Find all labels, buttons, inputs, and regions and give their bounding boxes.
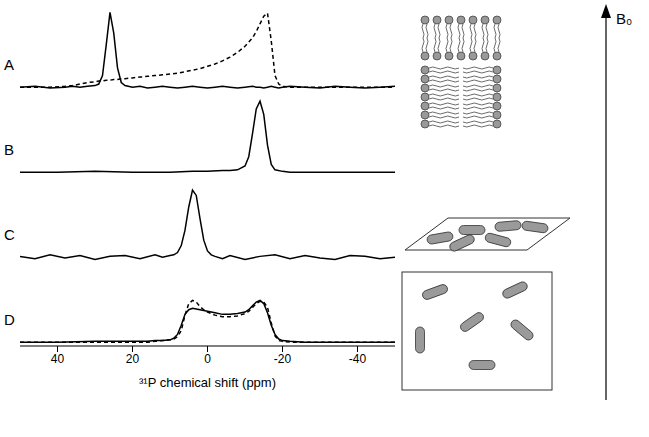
svg-text:-40: -40	[349, 352, 367, 366]
html-text:C: C	[4, 226, 15, 243]
svg-text:-20: -20	[274, 352, 292, 366]
svg-text:20: 20	[126, 352, 140, 366]
html-text:³¹P chemical shift (ppm): ³¹P chemical shift (ppm)	[139, 375, 276, 390]
html-text:A: A	[4, 56, 14, 73]
html-text:B: B	[4, 141, 14, 158]
svg-text:B₀: B₀	[616, 10, 632, 27]
svg-text:40: 40	[51, 352, 65, 366]
html-text:D: D	[4, 311, 15, 328]
svg-text:0: 0	[204, 352, 211, 366]
